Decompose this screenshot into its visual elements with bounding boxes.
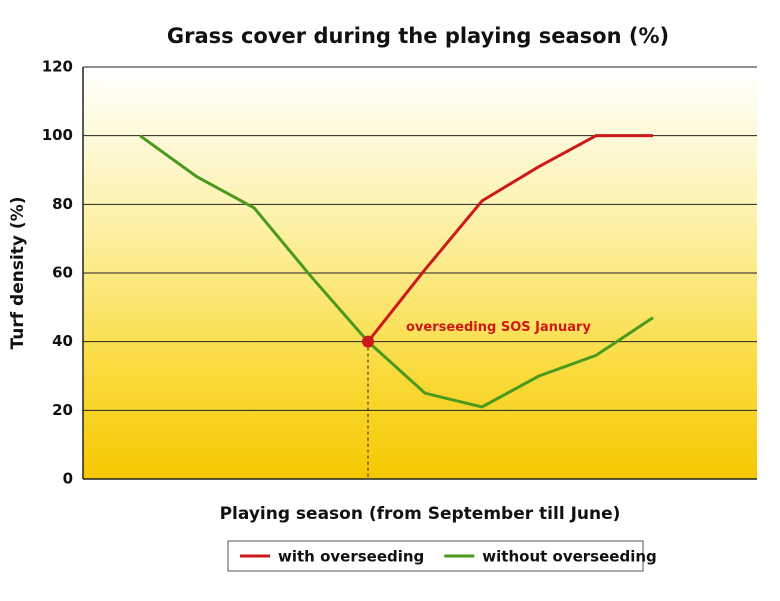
annotation-point — [362, 335, 374, 348]
chart-title: Grass cover during the playing season (%… — [167, 24, 669, 48]
line-series — [139, 134, 654, 409]
line-series — [366, 134, 653, 343]
y-tick-label: 60 — [52, 264, 73, 282]
y-axis-label: Turf density (%) — [8, 197, 28, 350]
legend-box — [227, 540, 644, 572]
y-tick-label: 120 — [42, 58, 73, 76]
y-tick-label: 100 — [42, 126, 73, 144]
annotation-label: overseeding SOS January — [406, 320, 591, 335]
legend-label: without overseeding — [482, 548, 656, 566]
x-axis-label: Playing season (from September till June… — [220, 504, 621, 524]
legend-label: with overseeding — [278, 548, 424, 566]
y-tick-label: 0 — [63, 470, 73, 488]
y-tick-label: 80 — [52, 195, 73, 213]
y-tick-label: 20 — [52, 401, 73, 419]
y-tick-label: 40 — [52, 332, 73, 350]
